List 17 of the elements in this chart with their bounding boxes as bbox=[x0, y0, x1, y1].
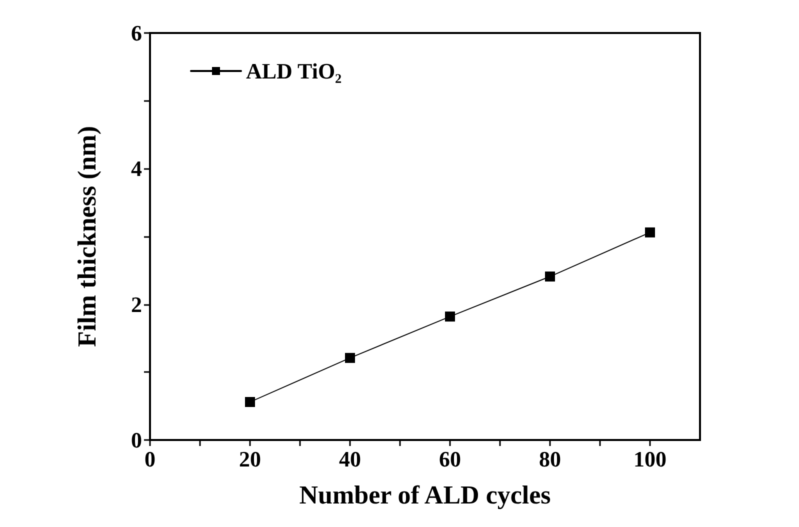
point bbox=[345, 352, 355, 363]
y-tick-label: 0 bbox=[131, 428, 142, 452]
x-tick-label: 60 bbox=[439, 446, 461, 472]
y-axis-title: Film thickness (nm) bbox=[72, 126, 102, 347]
y-tick-label: 2 bbox=[131, 292, 142, 317]
x-tick-label: 80 bbox=[539, 446, 561, 472]
point bbox=[645, 227, 655, 238]
x-tick-label: 100 bbox=[634, 446, 666, 472]
y-tick-label: 6 bbox=[131, 20, 142, 46]
x-tick-label: 40 bbox=[339, 446, 361, 472]
legend-label: ALD TiO₂ bbox=[246, 58, 342, 84]
point bbox=[445, 312, 455, 322]
y-tick-label: 4 bbox=[131, 156, 142, 182]
point bbox=[245, 397, 255, 408]
x-axis-title: Number of ALD cycles bbox=[299, 480, 551, 510]
point bbox=[545, 272, 555, 282]
x-tick-label: 20 bbox=[239, 446, 261, 472]
